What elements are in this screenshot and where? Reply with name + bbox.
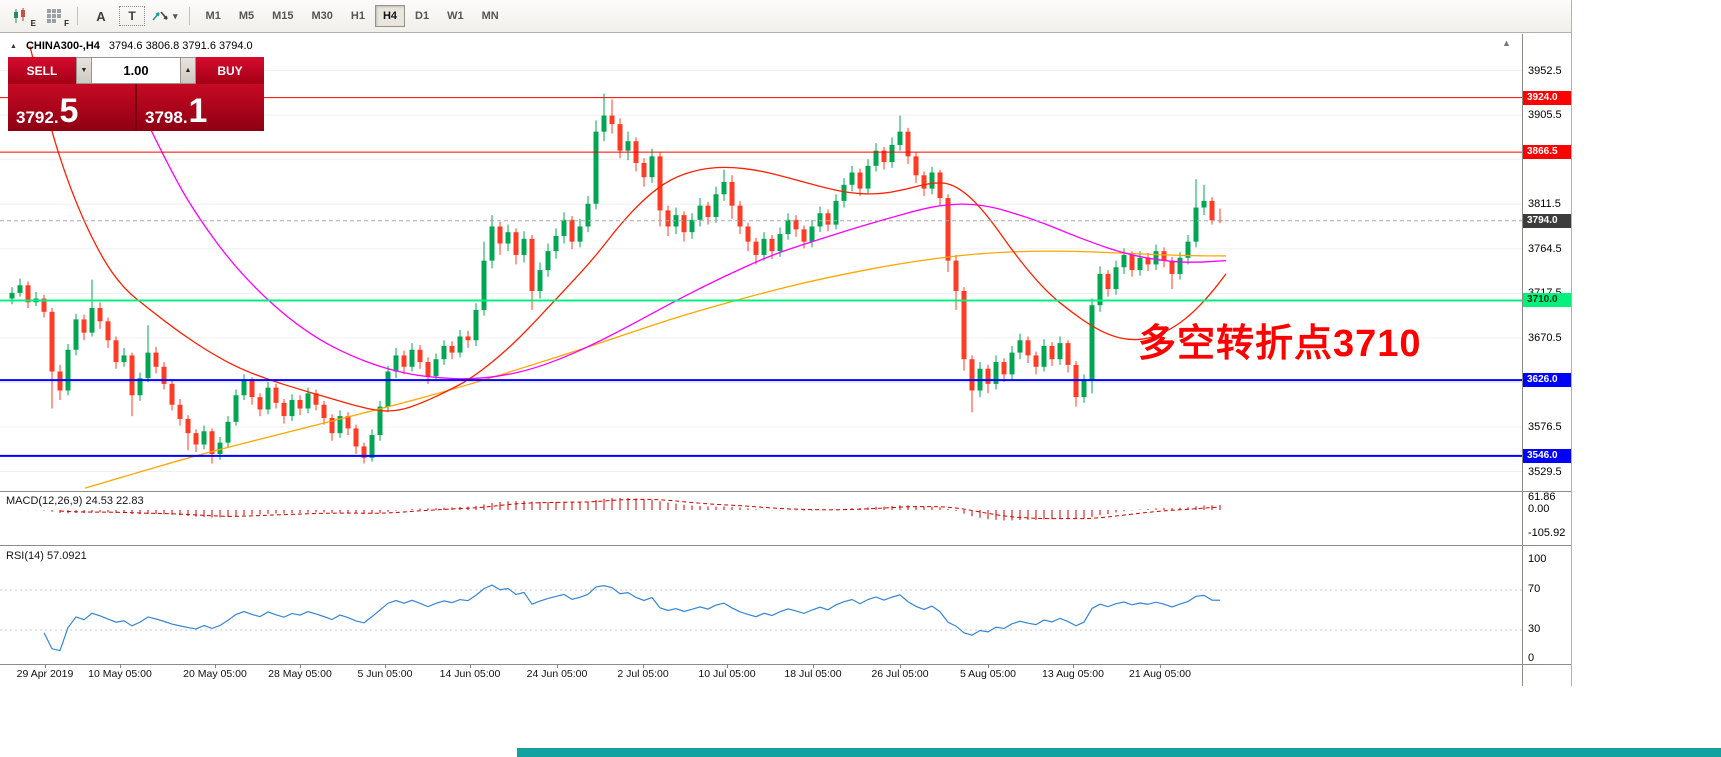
price-scale-label: 3670.5 (1528, 331, 1562, 344)
symbol-label: CHINA300-,H4 (25, 40, 100, 52)
axis-separator (0, 664, 1572, 665)
timeframe-m15[interactable]: M15 (272, 10, 294, 22)
macd-scale-label: -105.92 (1528, 527, 1566, 539)
chart-shift-marker-icon[interactable]: ▲ (1502, 38, 1511, 48)
price-level-tag: 3794.0 (1523, 213, 1571, 228)
date-axis-tick (727, 664, 728, 668)
rsi-scale-label: 30 (1528, 623, 1541, 635)
buy-price-big-digit: 1 (188, 92, 208, 131)
date-axis-label: 28 May 05:00 (268, 668, 332, 680)
volume-increase-button[interactable]: ▲ (180, 57, 196, 84)
date-axis-label: 13 Aug 05:00 (1042, 668, 1104, 680)
macd-panel-chart (19, 498, 1221, 521)
price-scale-label: 3576.5 (1528, 420, 1562, 433)
price-scale-label: 3952.5 (1528, 64, 1562, 77)
price-scale-label: 3764.5 (1528, 242, 1562, 255)
buy-price-display[interactable]: 3798. 1 (137, 84, 264, 131)
date-axis-label: 29 Apr 2019 (16, 668, 74, 680)
icon1-subscript: E (30, 19, 36, 28)
macd-scale-label: 61.86 (1528, 491, 1556, 503)
rsi-scale-label: 0 (1528, 652, 1535, 664)
toolbar: E F A T ▾ M1 M5 M15 M30 H1 H4 D1 W1 MN (0, 0, 1572, 33)
date-axis-tick (813, 664, 814, 668)
timeframe-group: M1 M5 M15 M30 H1 H4 D1 W1 MN (198, 5, 509, 27)
text-box-tool[interactable]: T (119, 6, 145, 26)
buy-price-main: 3798. (145, 108, 188, 127)
icon2-subscript: F (64, 19, 69, 28)
sell-button[interactable]: SELL (8, 57, 76, 84)
macd-scale-label: 0.00 (1528, 503, 1550, 515)
date-axis-label: 2 Jul 05:00 (617, 668, 669, 680)
rsi-scale-label: 70 (1528, 583, 1541, 595)
price-scale-label: 3811.5 (1528, 198, 1561, 211)
date-axis-tick (1073, 664, 1074, 668)
date-axis-tick (643, 664, 644, 668)
volume-input[interactable]: 1.00 (92, 57, 180, 84)
window-border (1571, 0, 1572, 686)
date-axis-label: 26 Jul 05:00 (871, 668, 929, 680)
toolbar-separator (188, 7, 190, 25)
price-level-tag: 3866.5 (1523, 145, 1571, 160)
date-axis-tick (470, 664, 471, 668)
date-axis-tick (557, 664, 558, 668)
scale-separator (1522, 34, 1523, 686)
price-level-tag: 3546.0 (1523, 448, 1571, 463)
date-axis-label: 24 Jun 05:00 (526, 668, 588, 680)
timeframe-m1[interactable]: M1 (205, 10, 221, 22)
rsi-scale-label: 100 (1528, 553, 1547, 565)
price-level-tag: 3626.0 (1523, 373, 1571, 388)
timeframe-w1[interactable]: W1 (447, 10, 464, 22)
date-axis-tick (988, 664, 989, 668)
buy-button[interactable]: BUY (196, 57, 264, 84)
timeframe-m30[interactable]: M30 (311, 10, 333, 22)
price-scale-label: 3529.5 (1528, 465, 1562, 478)
sell-price-display[interactable]: 3792. 5 (8, 84, 135, 131)
date-axis-tick (45, 664, 46, 668)
grid-icon[interactable]: F (39, 5, 69, 28)
date-axis-tick (120, 664, 121, 668)
date-axis-label: 18 Jul 05:00 (784, 668, 842, 680)
date-axis-label: 21 Aug 05:00 (1129, 668, 1191, 680)
text-label-tool[interactable]: A (96, 8, 106, 24)
rsi-panel-chart (0, 584, 1523, 652)
date-axis-label: 10 May 05:00 (88, 668, 152, 680)
date-axis-label: 5 Jun 05:00 (357, 668, 413, 680)
taskbar-strip (517, 748, 1721, 757)
macd-label: MACD(12,26,9) 24.53 22.83 (6, 495, 144, 507)
timeframe-h1[interactable]: H1 (350, 10, 365, 22)
date-axis-tick (300, 664, 301, 668)
price-scale-label: 3905.5 (1528, 109, 1562, 122)
ohlc-values: 3794.6 3806.8 3791.6 3794.0 (108, 40, 253, 52)
timeframe-h4[interactable]: H4 (374, 5, 406, 27)
panel-separator (0, 491, 1572, 492)
sell-price-main: 3792. (16, 108, 59, 127)
timeframe-m5[interactable]: M5 (238, 10, 255, 22)
timeframe-d1[interactable]: D1 (415, 10, 430, 22)
date-axis-tick (215, 664, 216, 668)
indicator-chart-icon[interactable]: E (6, 5, 36, 28)
arrows-tool[interactable]: ▾ (148, 5, 181, 27)
chevron-down-icon: ▾ (173, 10, 178, 21)
date-axis-label: 5 Aug 05:00 (959, 668, 1017, 680)
price-level-tag: 3710.0 (1523, 293, 1571, 308)
date-axis-tick (1160, 664, 1161, 668)
date-axis-label: 20 May 05:00 (183, 668, 247, 680)
volume-decrease-button[interactable]: ▼ (76, 57, 92, 84)
one-click-trading-panel: SELL ▼ 1.00 ▲ BUY 3792. 5 3798. 1 (8, 57, 264, 131)
sell-price-big-digit: 5 (59, 92, 79, 131)
panel-separator (0, 545, 1572, 546)
chart-annotation-text: 多空转折点3710 (1138, 323, 1422, 365)
collapse-panel-icon[interactable]: ▲ (10, 42, 17, 50)
timeframe-mn[interactable]: MN (481, 10, 499, 22)
date-axis-label: 14 Jun 05:00 (439, 668, 501, 680)
date-axis-tick (385, 664, 386, 668)
date-axis-label: 10 Jul 05:00 (698, 668, 756, 680)
toolbar-separator (77, 7, 78, 25)
price-chart[interactable] (0, 34, 1523, 492)
chart-symbol-header: ▲ CHINA300-,H4 3794.6 3806.8 3791.6 3794… (10, 40, 253, 52)
date-axis-tick (900, 664, 901, 668)
price-level-tag: 3924.0 (1523, 90, 1571, 105)
rsi-label: RSI(14) 57.0921 (6, 550, 87, 562)
